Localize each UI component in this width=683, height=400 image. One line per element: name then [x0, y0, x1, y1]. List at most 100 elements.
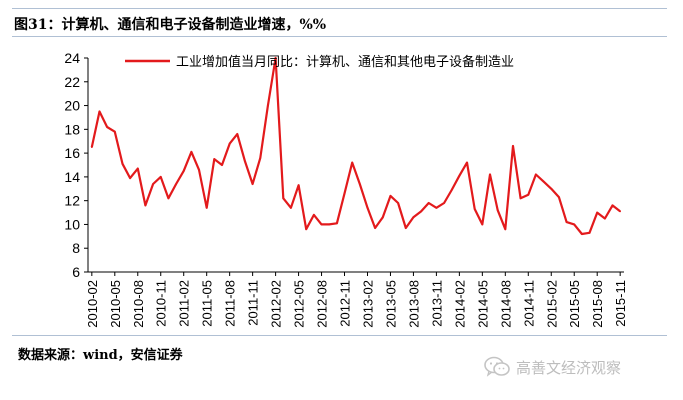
y-tick-label: 8	[72, 240, 80, 256]
data-point	[106, 126, 108, 128]
chart-axes	[87, 58, 624, 273]
data-point	[205, 207, 208, 209]
x-tick-label: 2010-05	[108, 280, 123, 328]
data-point	[519, 197, 522, 200]
chart-legend: 工业增加值当月同比：计算机、通信和其他电子设备制造业	[125, 54, 514, 70]
data-point	[290, 207, 292, 209]
data-point	[420, 210, 422, 213]
line-chart: 6 8 10 12 14 16 18 20 22 24 2010-02 2010-05 2010-08…	[64, 50, 628, 328]
y-tick-label: 10	[64, 216, 80, 232]
data-point	[259, 157, 262, 159]
x-tick-label: 2013-11	[429, 280, 444, 327]
data-point	[167, 197, 170, 200]
data-point	[144, 204, 147, 207]
data-point	[435, 207, 438, 209]
data-point	[382, 216, 384, 219]
x-tick-label: 2015-02	[544, 280, 559, 328]
data-point	[152, 183, 154, 185]
data-point	[466, 161, 468, 164]
data-point	[412, 216, 415, 219]
data-point	[305, 228, 308, 230]
data-point	[573, 223, 575, 226]
data-point	[496, 209, 499, 211]
series-lines	[90, 56, 621, 236]
y-tick-label: 18	[64, 121, 80, 137]
data-point	[91, 146, 93, 148]
data-point	[221, 164, 223, 166]
data-point	[565, 221, 568, 223]
x-tick-label: 2014-11	[521, 280, 536, 327]
x-tick-label: 2011-02	[177, 280, 192, 327]
data-point	[351, 161, 354, 164]
data-point	[236, 133, 239, 135]
data-point	[129, 177, 131, 179]
data-point	[251, 183, 254, 185]
y-tick-label: 14	[64, 169, 80, 185]
data-point	[473, 208, 476, 210]
data-point	[297, 184, 300, 186]
data-point	[274, 57, 277, 59]
y-tick-label: 24	[64, 50, 80, 66]
x-tick-label: 2012-11	[338, 280, 353, 327]
data-point	[481, 223, 484, 226]
x-tick-label: 2014-05	[475, 280, 490, 328]
x-tick-label: 2010-02	[85, 280, 100, 328]
series-line	[90, 56, 621, 236]
x-tick-label: 2011-08	[223, 280, 238, 327]
data-point	[588, 232, 591, 234]
data-point	[504, 228, 507, 230]
x-tick-label: 2010-11	[154, 280, 169, 327]
data-point	[198, 169, 200, 171]
data-point	[558, 196, 560, 198]
data-point	[604, 217, 606, 220]
y-tick-label: 16	[64, 145, 80, 161]
x-tick-label: 2013-05	[383, 280, 398, 328]
data-point	[313, 214, 315, 216]
x-tick-label: 2015-08	[590, 280, 605, 328]
data-point	[228, 142, 231, 145]
data-point	[336, 222, 338, 225]
data-point	[328, 223, 331, 226]
y-tick-label: 22	[64, 74, 80, 90]
x-tick-label: 2011-05	[200, 280, 215, 327]
data-point	[343, 192, 346, 195]
data-point	[443, 202, 445, 204]
x-axis-ticks: 2010-02 2010-05 2010-08 2010-11 2011-02 2011-…	[85, 272, 628, 328]
watermark-text: 高善文经济观察	[516, 358, 622, 377]
data-point	[596, 211, 598, 214]
data-point	[512, 145, 514, 147]
title-underline	[12, 36, 667, 37]
data-point	[359, 183, 361, 185]
wechat-icon	[484, 356, 510, 377]
data-point	[244, 160, 246, 163]
x-tick-label: 2014-08	[498, 280, 513, 328]
data-point	[581, 233, 583, 235]
watermark: 高善文经济观察	[484, 356, 621, 378]
x-tick-label: 2013-02	[360, 280, 375, 328]
x-tick-label: 2012-08	[315, 280, 330, 328]
data-point	[611, 204, 614, 207]
x-tick-label: 2015-05	[567, 280, 582, 328]
data-point	[267, 104, 269, 107]
data-point	[542, 180, 545, 183]
data-point	[213, 158, 216, 160]
data-point	[374, 227, 376, 229]
x-tick-label: 2015-11	[613, 280, 628, 327]
figure-source: 数据来源：wind，安信证券	[18, 348, 183, 363]
data-point	[427, 202, 430, 204]
x-tick-label: 2013-08	[406, 280, 421, 328]
data-point	[190, 151, 193, 153]
data-point	[619, 210, 621, 213]
data-point	[282, 197, 285, 200]
data-point	[320, 223, 323, 226]
data-point	[397, 202, 399, 204]
data-point	[366, 207, 369, 209]
figure-title: 图31：计算机、通信和电子设备制造业增速，%%	[14, 17, 327, 33]
data-point	[527, 193, 530, 196]
data-point	[159, 176, 162, 178]
data-point	[550, 188, 553, 190]
y-tick-label: 6	[72, 264, 80, 280]
x-tick-label: 2011-11	[246, 280, 261, 326]
x-tick-label: 2014-02	[452, 280, 467, 328]
data-point	[121, 163, 124, 165]
